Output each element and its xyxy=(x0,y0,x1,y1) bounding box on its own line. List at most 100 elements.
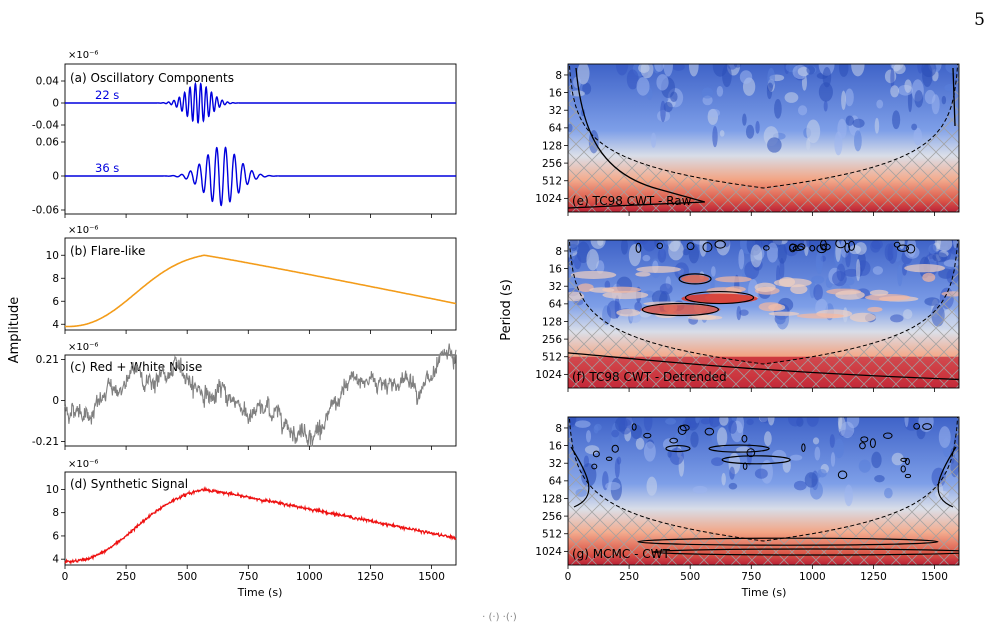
panel-e-image xyxy=(568,64,959,212)
panel-g-texture xyxy=(594,423,602,431)
panel-e-texture xyxy=(823,100,828,112)
panel-g-title: (g) MCMC - CWT xyxy=(572,547,670,561)
panel-g-xtick-label: 250 xyxy=(619,571,639,583)
panel-f-ytick-label: 512 xyxy=(542,352,562,364)
panel-g-texture xyxy=(695,417,700,424)
panel-g-contour xyxy=(937,446,957,508)
panel-e-texture xyxy=(663,101,673,113)
panel-f-texture xyxy=(835,290,865,300)
panel-f-texture xyxy=(659,283,673,295)
panel-f-texture xyxy=(766,242,779,263)
panel-f-contour xyxy=(816,244,827,254)
panel-d-xtick-label: 500 xyxy=(177,571,197,583)
panel-e-texture xyxy=(733,64,742,68)
left-y-label: Amplitude xyxy=(7,297,22,364)
panel-f-contour xyxy=(684,290,755,305)
panel-e-ytick-label: 256 xyxy=(542,158,562,170)
panel-b-ytick-label: 10 xyxy=(46,250,59,262)
panel-f-contour xyxy=(763,245,770,251)
panel-g-texture xyxy=(631,424,642,440)
panel-g-texture xyxy=(817,468,827,478)
panel-f-texture xyxy=(569,240,578,252)
panel-g-texture xyxy=(829,434,835,448)
panel-e-texture xyxy=(818,82,833,102)
panel-a-bottom-ytick-label: 0 xyxy=(52,171,59,183)
panel-f-contour xyxy=(788,243,797,253)
panel-f-texture xyxy=(736,306,742,321)
panel-g-texture xyxy=(938,426,951,449)
panel-e-texture xyxy=(845,115,855,126)
panel-d-xtick-label: 1000 xyxy=(296,571,323,583)
panel-g-texture xyxy=(764,431,772,447)
panel-d-series xyxy=(64,486,457,565)
panel-g-contour xyxy=(837,470,848,480)
panel-f-texture xyxy=(845,249,851,268)
panel-f-ytick-label: 128 xyxy=(542,316,562,328)
panel-g-xtick-label: 750 xyxy=(741,571,761,583)
panel-f-frame xyxy=(567,239,960,389)
panel-b-multiplier: ×10⁻⁶ xyxy=(68,225,98,236)
panel-d-xtick-label: 250 xyxy=(116,571,136,583)
panel-f-texture xyxy=(901,263,908,276)
panel-e-title: (e) TC98 CWT - Raw xyxy=(572,194,692,208)
panel-g-contour xyxy=(591,463,598,470)
panel-f-texture xyxy=(849,312,876,323)
panel-d-ytick-label: 6 xyxy=(52,530,59,542)
panel-a-top-series xyxy=(65,81,456,124)
panel-g-ytick-label: 1024 xyxy=(535,546,562,558)
panel-e-texture xyxy=(774,98,782,119)
panel-g-contour xyxy=(904,457,910,466)
panel-g-xtick-label: 500 xyxy=(680,571,700,583)
panel-g-texture xyxy=(646,476,658,496)
panel-g-contour xyxy=(708,444,770,453)
panel-g-texture xyxy=(891,452,904,466)
panel-a-top-ytick-label: -0.04 xyxy=(32,120,59,132)
panel-e-ytick-label: 8 xyxy=(555,70,562,82)
panel-e-texture xyxy=(839,64,849,77)
panel-g-contour xyxy=(801,443,806,452)
panel-g-contour xyxy=(637,537,939,546)
right-y-label: Period (s) xyxy=(499,279,514,341)
page-number: 5 xyxy=(974,10,985,30)
panel-e-contour xyxy=(952,67,956,127)
panel-g-texture xyxy=(871,451,882,469)
panel-f-contour xyxy=(678,273,712,285)
panel-g-contour xyxy=(721,455,791,465)
panel-f-texture xyxy=(854,242,867,255)
panel-f-texture xyxy=(778,277,796,287)
panel-d-xtick-label: 750 xyxy=(238,571,258,583)
panel-g-texture xyxy=(814,446,821,461)
panel-f-texture xyxy=(843,268,860,277)
panel-d-title: (d) Synthetic Signal xyxy=(70,477,188,491)
panel-e-texture xyxy=(851,64,865,77)
right-panels: 8 16 32 64 128 256 512 1024 (e) TC98 CWT - Raw 8 1… xyxy=(535,63,960,583)
panel-e-group: 8 16 32 64 128 256 512 1024 (e) TC98 CWT - Raw xyxy=(535,63,960,216)
panel-e-texture xyxy=(742,113,747,126)
panel-g-contour xyxy=(869,438,876,449)
panel-f-texture xyxy=(811,275,825,284)
panel-g-texture xyxy=(605,481,621,491)
panel-e-texture xyxy=(841,90,846,110)
panel-e-texture xyxy=(941,95,947,105)
panel-f-texture xyxy=(620,240,629,255)
panel-g-contour xyxy=(669,437,679,444)
panel-g-texture xyxy=(874,474,885,483)
panel-f-contour xyxy=(702,242,713,253)
panel-e-ytick-label: 1024 xyxy=(535,193,562,205)
panel-e-texture xyxy=(654,64,665,72)
panel-a-top-ytick-label: 0 xyxy=(52,98,59,110)
left-panels: ×10⁻⁶ (a) Oscillatory Components 0.04 0 -0.0… xyxy=(32,50,457,583)
panel-g-texture xyxy=(793,480,807,491)
panel-e-texture xyxy=(739,70,753,84)
panel-a-top-ytick-label: 0.04 xyxy=(36,76,60,88)
panel-f-texture xyxy=(796,313,845,319)
panel-f-texture xyxy=(641,240,657,252)
panel-g-texture xyxy=(729,466,735,480)
panel-f-contour xyxy=(635,242,642,253)
panel-g-contour xyxy=(904,473,912,479)
panel-f-texture xyxy=(869,289,889,296)
panel-a-title: (a) Oscillatory Components xyxy=(70,71,234,85)
panel-e-texture xyxy=(670,91,678,103)
panel-g-texture xyxy=(884,487,893,499)
